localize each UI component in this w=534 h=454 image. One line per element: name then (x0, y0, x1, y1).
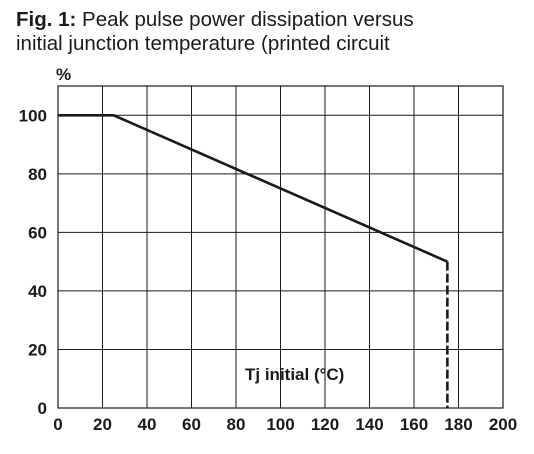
series-line (58, 113, 448, 263)
plot-frame (57, 85, 504, 409)
x-tick-label: 200 (489, 415, 517, 434)
x-tick-label: 100 (266, 415, 294, 434)
series-group (57, 113, 449, 408)
chart-grid (57, 85, 504, 409)
x-tick-label: 120 (311, 415, 339, 434)
x-tick-label: 60 (182, 415, 201, 434)
y-axis-ticks: 0 20 40 60 80 100 (19, 106, 47, 418)
y-tick-label: 100 (19, 106, 47, 125)
x-axis-ticks: 0 20 40 60 80 100 120 140 160 180 200 (53, 415, 517, 434)
caption-line-1: Peak pulse power dissipation versus (76, 8, 414, 31)
x-tick-label: 20 (93, 415, 112, 434)
y-tick-label: 20 (28, 340, 47, 359)
figure-caption: Fig. 1: Peak pulse power dissipation ver… (16, 8, 526, 56)
x-axis-label: Tj initial (°C) (245, 365, 344, 384)
y-tick-label: 0 (38, 399, 47, 418)
y-tick-label: 80 (28, 165, 47, 184)
figure-number: Fig. 1: (16, 8, 77, 31)
y-tick-label: 40 (28, 282, 47, 301)
x-tick-label: 40 (138, 415, 157, 434)
x-tick-label: 140 (355, 415, 383, 434)
x-tick-label: 180 (444, 415, 472, 434)
y-tick-label: 60 (28, 223, 47, 242)
x-tick-label: 160 (400, 415, 428, 434)
y-axis-label: % (56, 65, 71, 84)
x-tick-label: 80 (227, 415, 246, 434)
caption-line-2: initial junction temperature (printed ci… (16, 32, 390, 55)
x-tick-label: 0 (53, 415, 62, 434)
